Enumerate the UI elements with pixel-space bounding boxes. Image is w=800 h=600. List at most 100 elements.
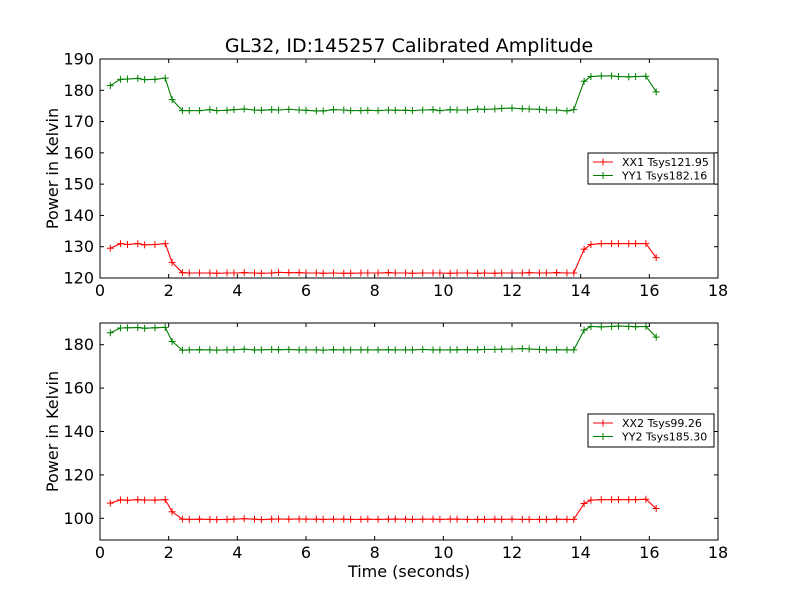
data-point [329,269,337,277]
data-point [498,104,506,112]
x-tick-label: 14 [570,543,590,562]
data-point [614,73,622,81]
data-point [257,269,265,277]
data-point [491,105,499,113]
data-point [625,73,633,81]
x-tick-label: 8 [370,543,380,562]
data-point [587,496,595,504]
data-point [340,346,348,354]
data-point [357,515,365,523]
y-tick-label: 130 [63,237,94,256]
y-axis-title: Power in Kelvin [43,371,62,492]
data-point [436,515,444,523]
data-point [525,515,533,523]
data-point [364,346,372,354]
data-point [161,323,169,331]
legend-entry: YY1 Tsys182.16 [593,170,707,183]
data-point [453,515,461,523]
data-point [652,505,660,513]
data-point [491,515,499,523]
data-point [185,107,193,115]
data-point [429,346,437,354]
data-point [625,240,633,248]
data-point [223,346,231,354]
data-point [347,107,355,115]
data-point [357,269,365,277]
data-point [481,515,489,523]
data-point [117,324,125,332]
data-point [625,322,633,330]
legend-marker [599,433,607,440]
data-point [518,105,526,113]
data-point [134,496,142,504]
data-point [518,345,526,353]
x-tick-label: 8 [370,281,380,300]
data-point [161,496,169,504]
data-point [463,346,471,354]
x-tick-label: 12 [502,543,522,562]
data-point [206,515,214,523]
data-point [168,258,176,266]
data-point [285,269,293,277]
data-point [302,106,310,114]
data-point [642,240,650,248]
x-tick-label: 10 [433,281,453,300]
series-line [110,75,657,112]
data-point [474,105,482,113]
data-point [374,346,382,354]
data-point [117,496,125,504]
data-point [542,269,550,277]
legend-entry: XX1 Tsys121.95 [593,156,709,169]
data-point [312,346,320,354]
data-point [608,496,616,504]
data-point [268,345,276,353]
legend-marker [599,172,607,179]
y-axis-title: Power in Kelvin [43,108,62,229]
data-point [319,107,327,115]
data-point [223,515,231,523]
data-point [614,322,622,330]
x-tick-label: 2 [164,281,174,300]
series-line [110,498,657,521]
x-tick-label: 12 [502,281,522,300]
data-point [257,516,265,524]
data-point [123,241,131,249]
data-point [508,515,516,523]
data-point [580,326,588,334]
data-point [213,346,221,354]
data-point [374,269,382,277]
data-point [285,515,293,523]
series-1 [106,240,660,277]
data-point [391,106,399,114]
data-point [178,515,186,523]
x-tick-label: 18 [708,281,728,300]
legend-box [587,152,715,185]
data-point [553,106,561,114]
data-point [563,269,571,277]
series-2 [106,322,660,354]
data-point [453,269,461,277]
data-point [141,76,149,84]
data-point [196,515,204,523]
data-point [384,346,392,354]
data-point [563,346,571,354]
data-point [319,269,327,277]
series-line [110,325,657,351]
data-point [498,269,506,277]
data-point [453,346,461,354]
data-point [463,269,471,277]
data-point [206,106,214,114]
data-point [652,333,660,341]
data-point [614,240,622,248]
data-point [340,106,348,114]
subplot-1: 0 2 4 6 8 10 12 14 16 18 120 130 140 150 160 170 180 190 G… [43,35,728,300]
data-point [329,515,337,523]
data-point [275,346,283,354]
data-point [408,107,416,115]
data-point [498,515,506,523]
data-point [525,269,533,277]
data-point [597,72,605,80]
data-point [268,106,276,114]
x-tick-label: 16 [639,281,659,300]
